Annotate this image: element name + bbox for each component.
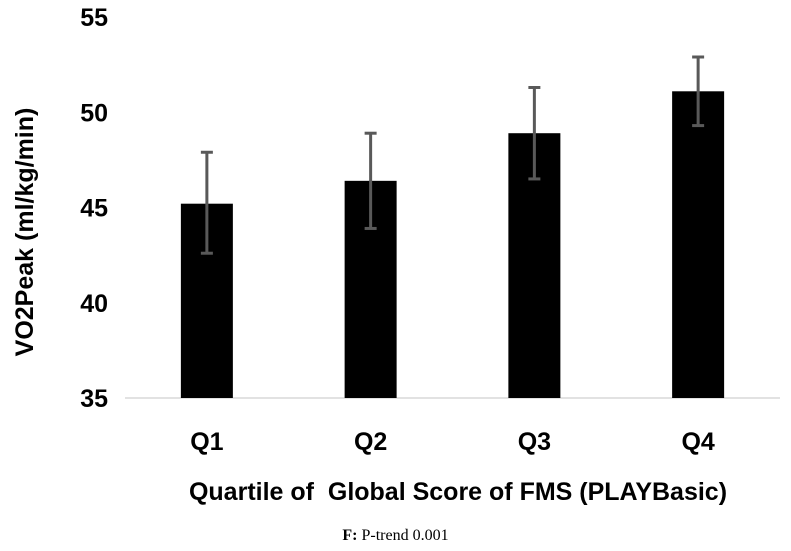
caption: F: P-trend 0.001 xyxy=(0,527,791,545)
y-tick-label: 40 xyxy=(80,290,108,318)
y-tick-label: 45 xyxy=(80,195,108,223)
bar-q4 xyxy=(672,91,725,399)
x-axis-label: Quartile of Global Score of FMS (PLAYBas… xyxy=(189,478,727,506)
x-tick-label: Q1 xyxy=(190,428,223,456)
y-tick-label: 35 xyxy=(80,385,108,413)
caption-text: P-trend 0.001 xyxy=(357,527,449,544)
y-tick-label: 50 xyxy=(80,99,108,127)
error-bar-q3 xyxy=(528,85,541,181)
x-axis-ticks: Q1 Q2 Q3 Q4 xyxy=(190,428,715,456)
error-bar-q2 xyxy=(364,131,377,230)
error-bar-q4 xyxy=(692,55,705,128)
y-axis-label: VO2Peak (ml/kg/min) xyxy=(11,108,39,357)
error-bars xyxy=(200,55,705,255)
y-axis-ticks: 35 40 45 50 55 xyxy=(80,4,108,413)
caption-prefix: F: xyxy=(342,527,358,544)
error-bar-q1 xyxy=(200,150,213,255)
x-tick-label: Q4 xyxy=(681,428,714,456)
x-tick-label: Q3 xyxy=(518,428,551,456)
x-tick-label: Q2 xyxy=(354,428,387,456)
y-tick-label: 55 xyxy=(80,4,108,32)
bars xyxy=(180,91,725,399)
